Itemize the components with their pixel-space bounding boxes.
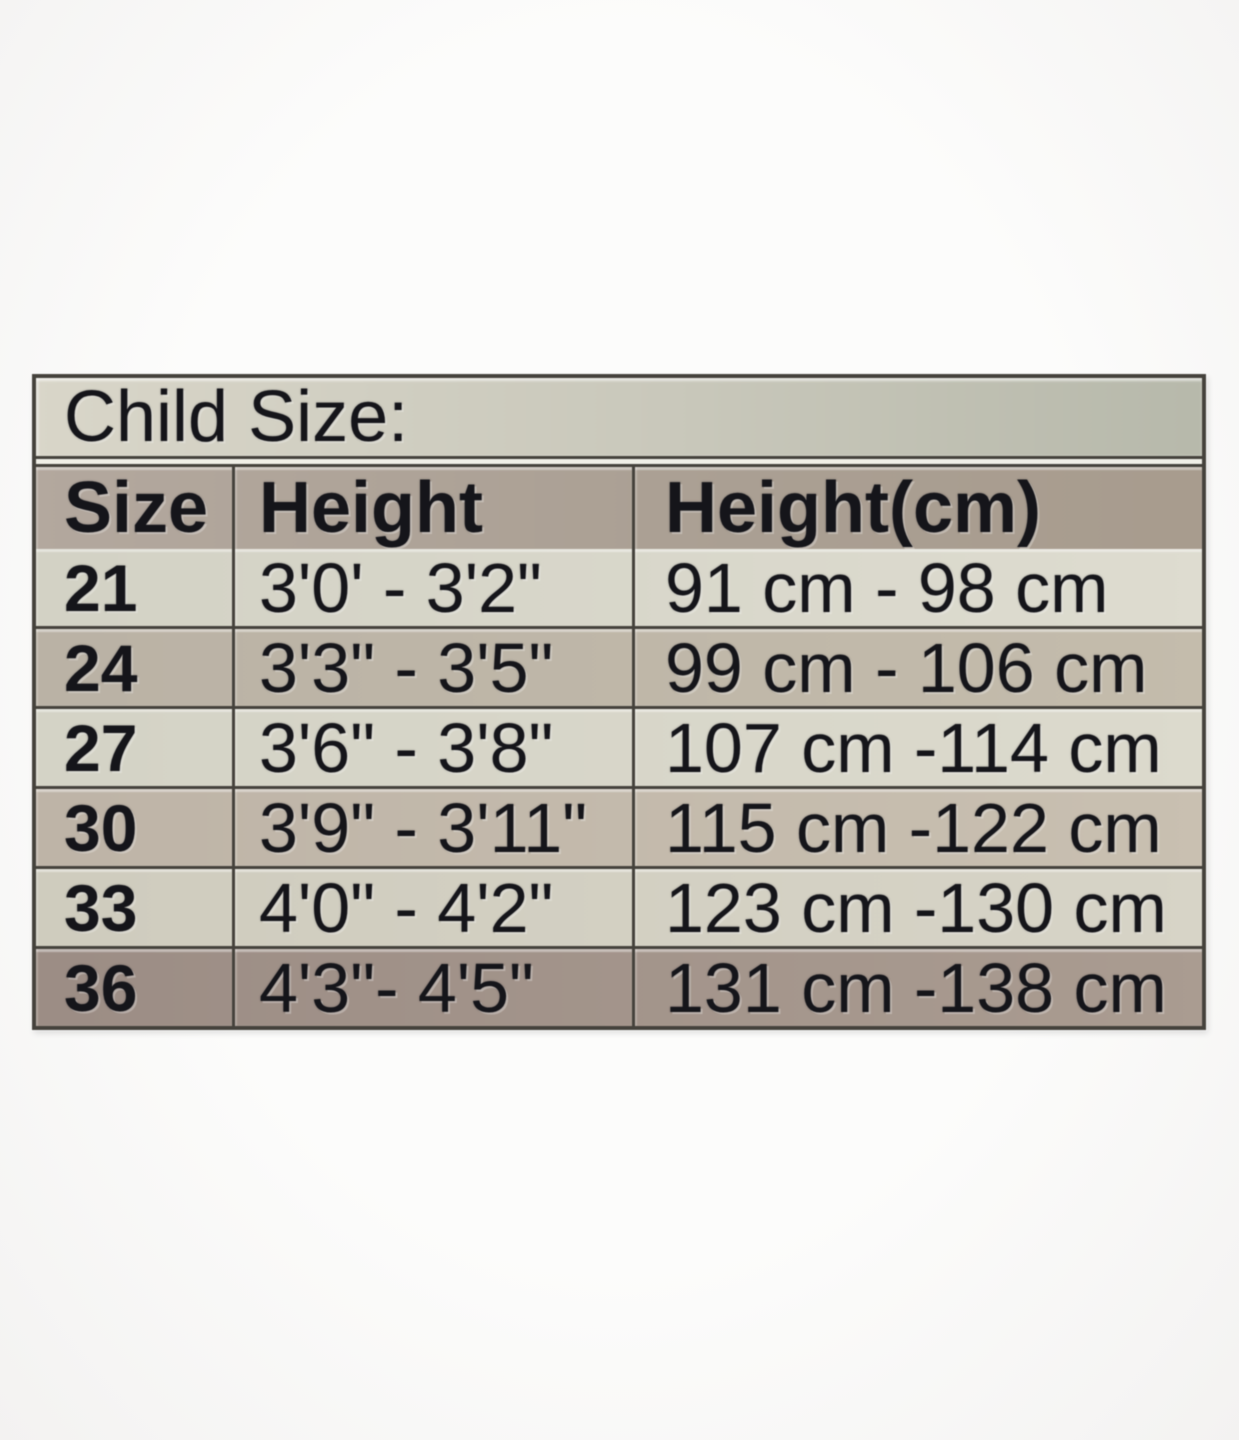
child-size-table: Child Size: Size Height Height(cm) 21 3'0… (32, 374, 1206, 1030)
height-cm-cell: 115 cm -122 cm (632, 789, 1202, 866)
height-cm-cell-value: 91 cm - 98 cm (665, 549, 1109, 626)
table-title-row: Child Size: (36, 378, 1202, 456)
height-cm-cell: 107 cm -114 cm (632, 709, 1202, 786)
size-cell: 27 (36, 709, 232, 786)
height-cell: 3'0' - 3'2" (232, 549, 632, 626)
height-cell-value: 3'3" - 3'5" (259, 629, 554, 706)
size-cell-value: 24 (64, 630, 138, 705)
height-cm-cell-value: 123 cm -130 cm (665, 869, 1167, 946)
size-cell: 36 (36, 949, 232, 1026)
height-cell-value: 4'3"- 4'5" (259, 949, 534, 1026)
title-divider (36, 456, 1202, 464)
height-cm-cell: 91 cm - 98 cm (632, 549, 1202, 626)
table-header-row: Size Height Height(cm) (36, 464, 1202, 549)
size-cell-value: 30 (64, 790, 138, 865)
height-cell-value: 3'9" - 3'11" (259, 789, 588, 866)
table-row: 36 4'3"- 4'5" 131 cm -138 cm (36, 946, 1202, 1026)
column-header-height-label: Height (259, 468, 483, 548)
table-row: 33 4'0" - 4'2" 123 cm -130 cm (36, 866, 1202, 946)
size-cell-value: 21 (64, 550, 138, 625)
size-cell-value: 36 (64, 950, 138, 1025)
size-cell-value: 27 (64, 710, 138, 785)
column-header-height: Height (232, 467, 632, 549)
height-cm-cell-value: 107 cm -114 cm (665, 709, 1162, 786)
height-cm-cell-value: 131 cm -138 cm (665, 949, 1167, 1026)
height-cm-cell-value: 99 cm - 106 cm (665, 629, 1148, 706)
column-header-height-cm: Height(cm) (632, 467, 1202, 549)
column-header-size-label: Size (64, 468, 209, 548)
column-header-size: Size (36, 467, 232, 549)
height-cm-cell: 123 cm -130 cm (632, 869, 1202, 946)
height-cm-cell-value: 115 cm -122 cm (665, 789, 1162, 866)
column-header-height-cm-label: Height(cm) (665, 468, 1041, 548)
size-cell: 30 (36, 789, 232, 866)
height-cm-cell: 131 cm -138 cm (632, 949, 1202, 1026)
height-cell-value: 4'0" - 4'2" (259, 869, 554, 946)
height-cell: 4'0" - 4'2" (232, 869, 632, 946)
table-title: Child Size: (64, 378, 409, 456)
size-cell: 33 (36, 869, 232, 946)
height-cell: 4'3"- 4'5" (232, 949, 632, 1026)
height-cell: 3'3" - 3'5" (232, 629, 632, 706)
height-cell-value: 3'6" - 3'8" (259, 709, 554, 786)
height-cell: 3'6" - 3'8" (232, 709, 632, 786)
table-body: 21 3'0' - 3'2" 91 cm - 98 cm 24 3'3" - 3'5" 9… (36, 549, 1202, 1026)
height-cm-cell: 99 cm - 106 cm (632, 629, 1202, 706)
table-row: 27 3'6" - 3'8" 107 cm -114 cm (36, 706, 1202, 786)
table-row: 24 3'3" - 3'5" 99 cm - 106 cm (36, 626, 1202, 706)
size-cell-value: 33 (64, 870, 138, 945)
size-chart-photo: Child Size: Size Height Height(cm) 21 3'0… (32, 374, 1206, 1030)
table-row: 21 3'0' - 3'2" 91 cm - 98 cm (36, 549, 1202, 626)
table-row: 30 3'9" - 3'11" 115 cm -122 cm (36, 786, 1202, 866)
size-cell: 24 (36, 629, 232, 706)
size-cell: 21 (36, 549, 232, 626)
height-cell: 3'9" - 3'11" (232, 789, 632, 866)
height-cell-value: 3'0' - 3'2" (259, 549, 542, 626)
table-title-cell: Child Size: (36, 378, 1202, 456)
